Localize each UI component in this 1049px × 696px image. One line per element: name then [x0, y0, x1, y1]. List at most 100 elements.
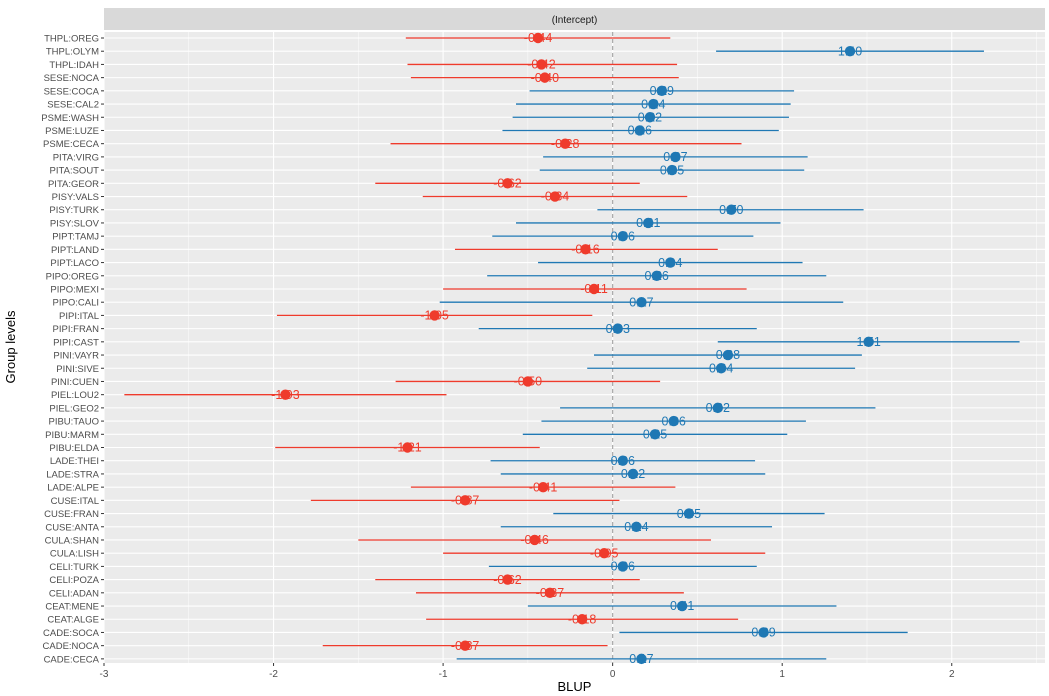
estimate-point — [758, 627, 769, 638]
estimate-point — [529, 534, 540, 546]
plot-panel — [104, 32, 1045, 663]
x-tick-label: 1 — [779, 669, 785, 680]
x-tick-label: -3 — [100, 669, 109, 680]
estimate-point — [588, 283, 600, 295]
estimate-point — [580, 244, 591, 255]
y-tick-label: PIPT:LAND — [51, 245, 99, 256]
y-tick-label: PIBU:MARM — [45, 430, 99, 441]
estimate-label: 0.06 — [611, 454, 635, 468]
estimate-label: -0.44 — [524, 31, 553, 45]
y-tick-label: CEAT:MENE — [45, 602, 99, 613]
estimate-label: -0.18 — [568, 612, 597, 626]
estimate-point — [726, 204, 737, 215]
y-tick-label: PIBU:TAUO — [49, 417, 100, 428]
y-tick-label: PIPI:ITAL — [59, 311, 99, 322]
y-tick-label: CULA:LISH — [50, 549, 99, 560]
estimate-label: 0.70 — [719, 203, 743, 217]
y-tick-label: PIPO:CALI — [53, 298, 99, 309]
y-tick-label: CUSE:FRAN — [44, 509, 99, 520]
estimate-point — [429, 310, 440, 321]
y-tick-label: SESE:COCA — [44, 86, 100, 97]
y-tick-label: PIEL:GEO2 — [49, 403, 99, 414]
estimate-point — [598, 547, 610, 559]
estimate-label: -1.05 — [420, 309, 449, 323]
estimate-point — [634, 125, 645, 136]
x-tick-label: -2 — [269, 669, 278, 680]
estimate-label: -0.87 — [451, 639, 480, 653]
estimate-point — [537, 481, 549, 493]
x-tick-label: 2 — [949, 669, 955, 680]
estimate-point — [651, 270, 662, 281]
estimate-label: 1.51 — [856, 335, 880, 349]
y-tick-label: SESE:CAL2 — [47, 100, 99, 111]
estimate-label: 0.41 — [670, 599, 694, 613]
estimate-label: 0.22 — [638, 110, 662, 124]
y-tick-label: CADE:CECA — [44, 654, 100, 665]
x-tick-label: 0 — [610, 669, 616, 680]
y-tick-label: PISY:TURK — [49, 205, 99, 216]
estimate-label: -0.16 — [571, 243, 600, 257]
y-tick-label: PISY:VALS — [52, 192, 99, 203]
estimate-label: 0.89 — [751, 626, 775, 640]
x-axis: -3 -2 -1 0 1 2 — [100, 663, 955, 680]
y-tick-label: PINI:SIVE — [56, 364, 99, 375]
y-tick-label: PIPI:FRAN — [53, 324, 100, 335]
estimate-point — [712, 402, 723, 414]
estimate-point — [617, 455, 629, 466]
y-axis-title: Group levels — [3, 310, 18, 383]
estimate-label: 0.21 — [636, 216, 660, 230]
estimate-point — [676, 600, 688, 612]
estimate-point — [668, 415, 679, 427]
y-tick-label: PISY:SLOV — [50, 218, 100, 229]
y-tick-label: LADE:ALPE — [47, 483, 99, 494]
y-tick-label: PITA:VIRG — [53, 152, 99, 163]
estimate-label: 0.34 — [658, 256, 682, 270]
estimate-point — [715, 363, 727, 374]
estimate-point — [532, 32, 544, 44]
y-tick-label: PSME:LUZE — [45, 126, 99, 137]
y-tick-label: PIPO:MEXI — [50, 284, 99, 295]
estimate-label: -0.62 — [493, 177, 522, 191]
estimate-label: -0.87 — [451, 494, 480, 508]
estimate-point — [636, 297, 647, 308]
estimate-label: 0.06 — [611, 229, 635, 243]
estimate-point — [459, 495, 471, 506]
estimate-point — [631, 521, 642, 532]
estimate-label: 0.36 — [662, 414, 686, 428]
estimate-label: 0.68 — [716, 348, 740, 362]
y-tick-label: CEAT:ALGE — [47, 615, 99, 626]
y-tick-label: PIBU:ELDA — [49, 443, 99, 454]
y-tick-label: LADE:THEI — [50, 456, 99, 467]
estimate-point — [722, 349, 734, 361]
estimate-point — [617, 561, 629, 572]
strip-background — [104, 8, 1045, 30]
estimate-label: -0.41 — [529, 480, 558, 494]
data-rows: -0.44 1.40 -0.42-0.40 0.290.240.220.16 -0.28… — [124, 31, 1020, 666]
estimate-point — [522, 376, 534, 387]
y-tick-label: CADE:NOCA — [43, 641, 100, 652]
estimate-label: -0.62 — [493, 573, 522, 587]
estimate-label: 0.45 — [677, 507, 701, 521]
estimate-label: -0.46 — [520, 533, 549, 547]
estimate-point — [576, 614, 588, 625]
estimate-point — [670, 151, 681, 163]
estimate-point — [648, 98, 659, 110]
estimate-point — [665, 257, 676, 268]
panel-strip-title: (Intercept) — [552, 15, 598, 26]
estimate-label: 0.12 — [621, 467, 645, 481]
y-tick-label: CELI:POZA — [49, 575, 99, 586]
estimate-point — [863, 336, 874, 348]
estimate-label: -0.40 — [531, 71, 560, 85]
y-tick-label: PIPO:OREG — [46, 271, 99, 282]
y-tick-label: CUSE:ITAL — [51, 496, 99, 507]
estimate-point — [502, 178, 513, 189]
y-tick-label: PIPT:TAMJ — [52, 232, 99, 243]
estimate-label: 0.35 — [660, 163, 684, 177]
estimate-label: -0.28 — [551, 137, 580, 151]
estimate-label: -1.21 — [393, 441, 422, 455]
y-tick-label: PIPT:LACO — [50, 258, 99, 269]
estimate-label: 0.26 — [645, 269, 669, 283]
estimate-point — [612, 323, 623, 334]
estimate-point — [502, 574, 513, 585]
y-tick-label: PINI:CUEN — [51, 377, 99, 388]
